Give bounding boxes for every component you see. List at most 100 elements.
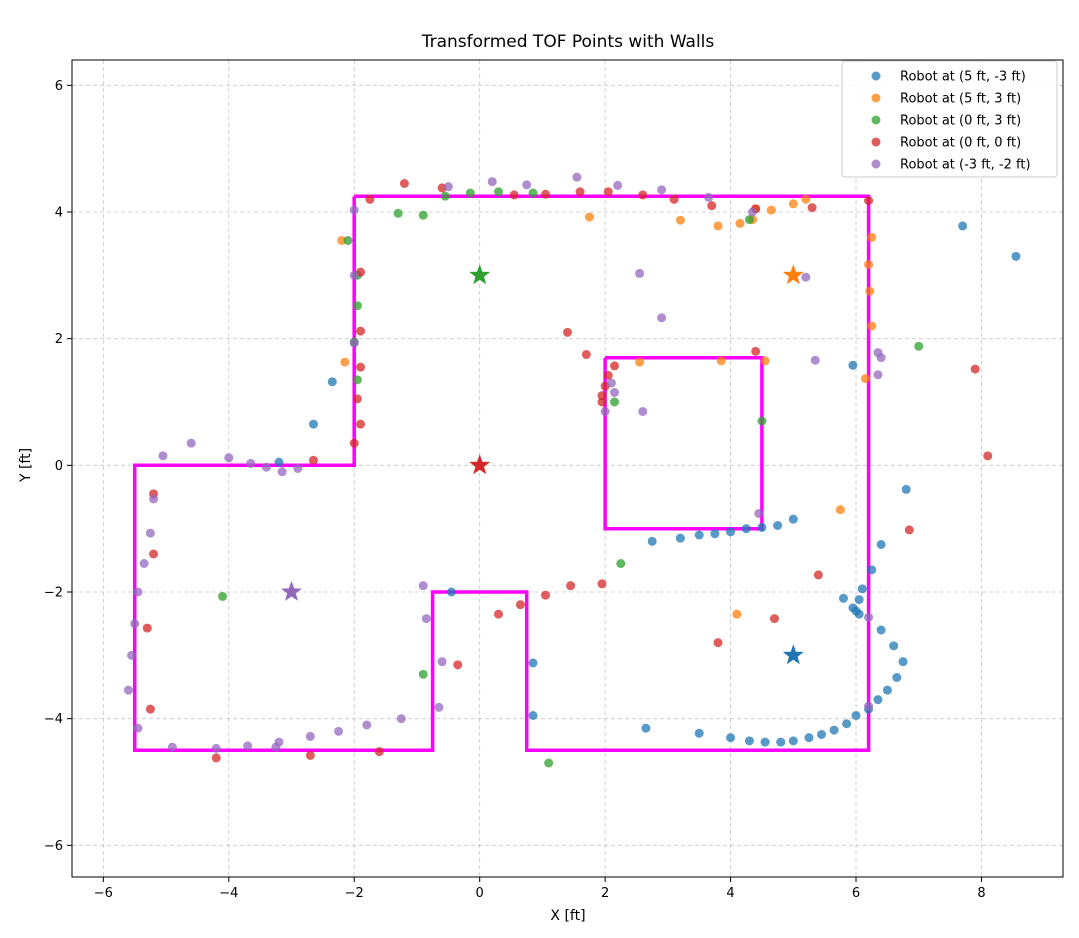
robot-star	[782, 264, 804, 285]
data-point	[726, 527, 736, 537]
data-point	[271, 742, 281, 752]
data-point	[356, 362, 366, 372]
data-point	[327, 377, 337, 387]
data-point	[876, 353, 886, 363]
data-point	[443, 182, 453, 192]
data-point	[835, 505, 845, 515]
data-point	[807, 203, 817, 213]
data-point	[343, 236, 353, 245]
data-point	[892, 673, 902, 682]
legend-label: Robot at (-3 ft, -2 ft)	[900, 158, 1031, 173]
data-point	[142, 623, 152, 633]
legend-marker	[871, 137, 881, 147]
data-point	[958, 221, 968, 231]
data-point	[139, 559, 149, 568]
legend-marker	[871, 93, 881, 103]
data-point	[867, 565, 877, 575]
data-point	[597, 391, 607, 401]
data-point	[600, 407, 610, 416]
data-point	[713, 221, 723, 231]
data-point	[399, 179, 409, 188]
data-point	[735, 218, 745, 228]
data-point	[349, 338, 359, 348]
data-point	[446, 587, 456, 597]
x-tick-label: −2	[345, 886, 364, 901]
data-point	[635, 357, 645, 367]
data-point	[694, 728, 704, 738]
data-point	[149, 494, 159, 504]
data-point	[133, 587, 143, 597]
x-tick-label: −6	[94, 886, 113, 901]
data-point	[754, 508, 764, 518]
data-point	[581, 350, 591, 359]
data-point	[647, 536, 657, 546]
data-point	[340, 357, 350, 367]
y-tick-label: 0	[55, 459, 63, 474]
data-point	[541, 590, 551, 600]
data-point	[760, 737, 770, 747]
data-point	[744, 215, 754, 225]
data-point	[788, 199, 798, 209]
data-point	[544, 758, 554, 768]
data-point	[494, 187, 504, 197]
data-point	[876, 625, 886, 635]
data-point	[829, 725, 839, 735]
legend: Robot at (5 ft, -3 ft) Robot at (5 ft, 3 …	[841, 60, 1058, 178]
data-point	[167, 742, 177, 752]
legend-box	[841, 60, 1058, 178]
data-point	[305, 731, 315, 741]
data-point	[274, 457, 284, 467]
data-point	[418, 669, 428, 679]
data-point	[603, 370, 613, 380]
data-point	[610, 361, 620, 371]
data-point	[243, 741, 253, 751]
legend-label: Robot at (0 ft, 3 ft)	[900, 114, 1021, 129]
data-point	[864, 260, 874, 270]
x-tick-label: 4	[726, 886, 734, 901]
data-point	[810, 355, 820, 365]
data-point	[616, 559, 626, 568]
data-point	[813, 570, 823, 580]
data-point	[757, 416, 767, 426]
data-point	[773, 521, 783, 530]
y-tick-label: 4	[55, 206, 63, 221]
data-point	[362, 720, 372, 730]
data-point	[563, 327, 572, 337]
data-point	[613, 180, 623, 190]
data-point	[277, 467, 287, 477]
data-point	[760, 356, 770, 366]
data-point	[337, 236, 347, 245]
data-point	[224, 453, 234, 463]
data-point	[308, 419, 318, 429]
chart-title: Transformed TOF Points with Walls	[421, 32, 715, 52]
data-point	[716, 356, 726, 366]
data-point	[635, 268, 645, 278]
y-tick-label: −4	[44, 712, 63, 727]
data-point	[854, 609, 864, 619]
data-point	[882, 685, 892, 695]
data-point	[305, 750, 315, 760]
y-tick-label: 6	[55, 79, 63, 94]
data-point	[610, 397, 620, 407]
data-point	[694, 530, 704, 540]
data-point	[308, 455, 318, 465]
data-point	[365, 194, 375, 204]
data-point	[440, 191, 450, 201]
data-point	[127, 650, 137, 660]
data-point	[842, 719, 852, 729]
data-point	[603, 187, 613, 197]
data-point	[854, 595, 864, 605]
data-point	[437, 657, 447, 667]
data-point	[675, 215, 685, 225]
data-point	[713, 638, 723, 648]
data-point	[860, 374, 870, 384]
data-point	[418, 210, 428, 220]
x-tick-label: −4	[219, 886, 238, 901]
robot-star	[469, 454, 491, 475]
data-point	[748, 207, 758, 217]
data-point	[487, 177, 497, 187]
data-point	[766, 205, 776, 215]
data-point	[334, 726, 344, 736]
x-axis-label: X [ft]	[550, 908, 585, 924]
